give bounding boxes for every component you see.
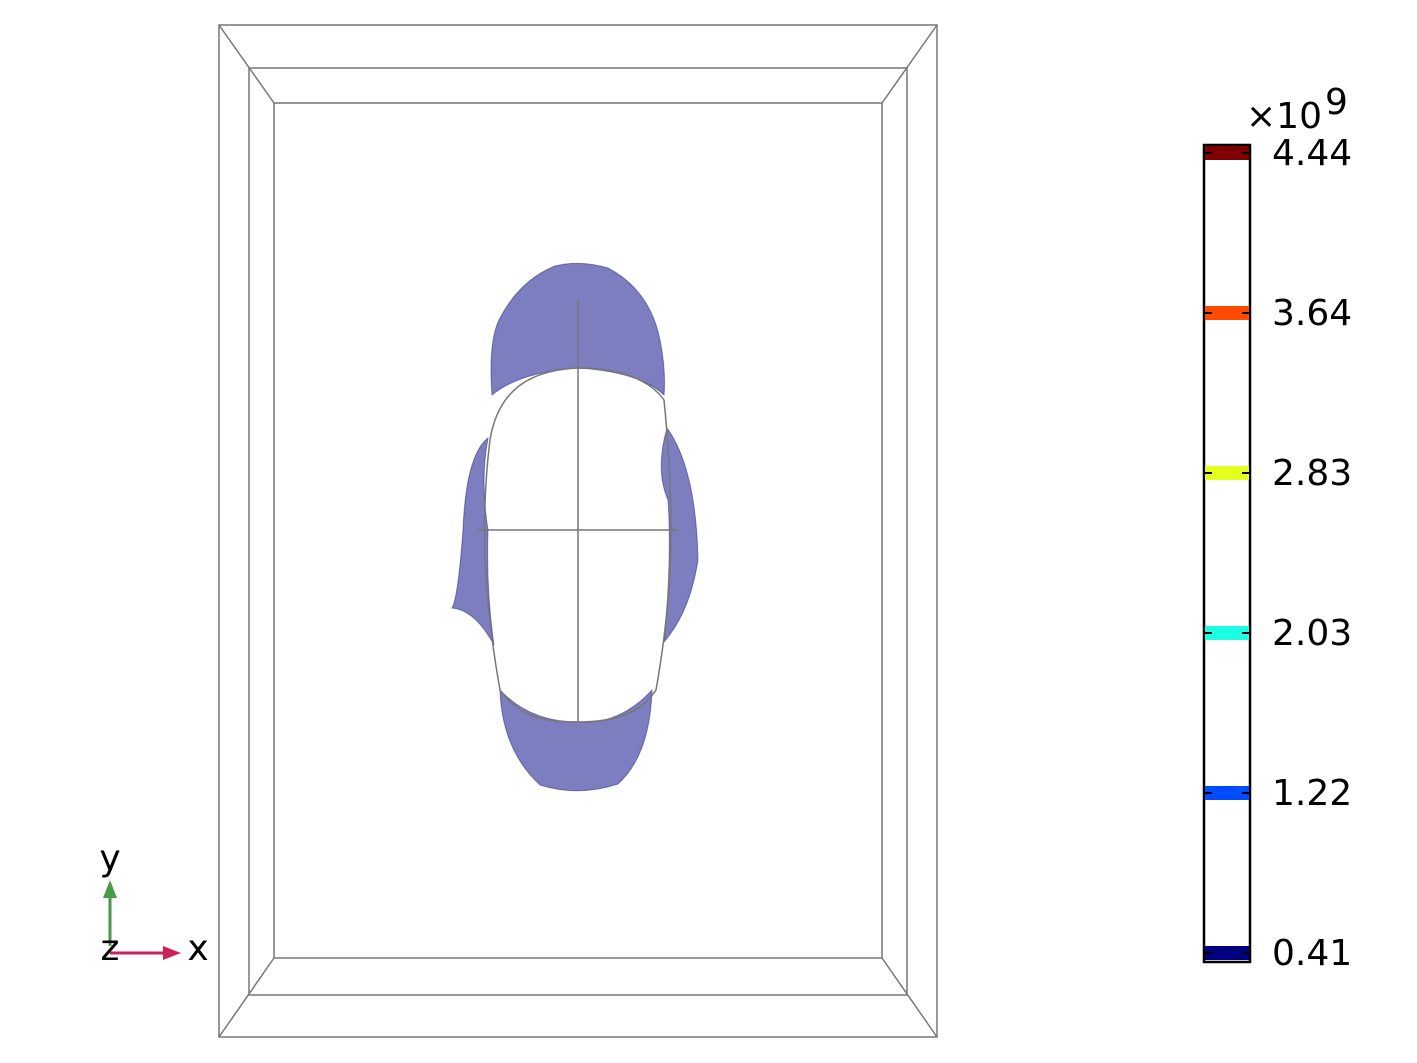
- axis-label-y: y: [99, 838, 120, 879]
- axis-label-z: z: [101, 928, 120, 969]
- colorbar-label: 3.64: [1272, 293, 1352, 334]
- colorbar-label: 4.44: [1272, 133, 1352, 174]
- geometry-box: [218, 24, 938, 1038]
- colorbar-band: [1205, 786, 1249, 800]
- colorbar-band: [1205, 626, 1249, 640]
- axis-triad: y z x: [99, 838, 208, 969]
- colorbar-label: 0.41: [1272, 933, 1352, 974]
- colorbar-band: [1205, 146, 1249, 160]
- ellipse-outline: [478, 300, 678, 723]
- colorbar: ×10 9 4.44 3.64 2.83 2.03 1.22 0.41: [1202, 82, 1352, 974]
- colorbar-label: 1.22: [1272, 773, 1352, 814]
- colorbar-label: 2.03: [1272, 613, 1352, 654]
- axis-label-x: x: [187, 928, 208, 969]
- colorbar-label: 2.83: [1272, 453, 1352, 494]
- colorbar-multiplier: ×10: [1246, 96, 1322, 137]
- colorbar-exponent: 9: [1325, 82, 1348, 123]
- colorbar-band: [1205, 946, 1249, 960]
- colorbar-band: [1205, 306, 1249, 320]
- isosurface: [451, 262, 699, 792]
- colorbar-band: [1205, 466, 1249, 480]
